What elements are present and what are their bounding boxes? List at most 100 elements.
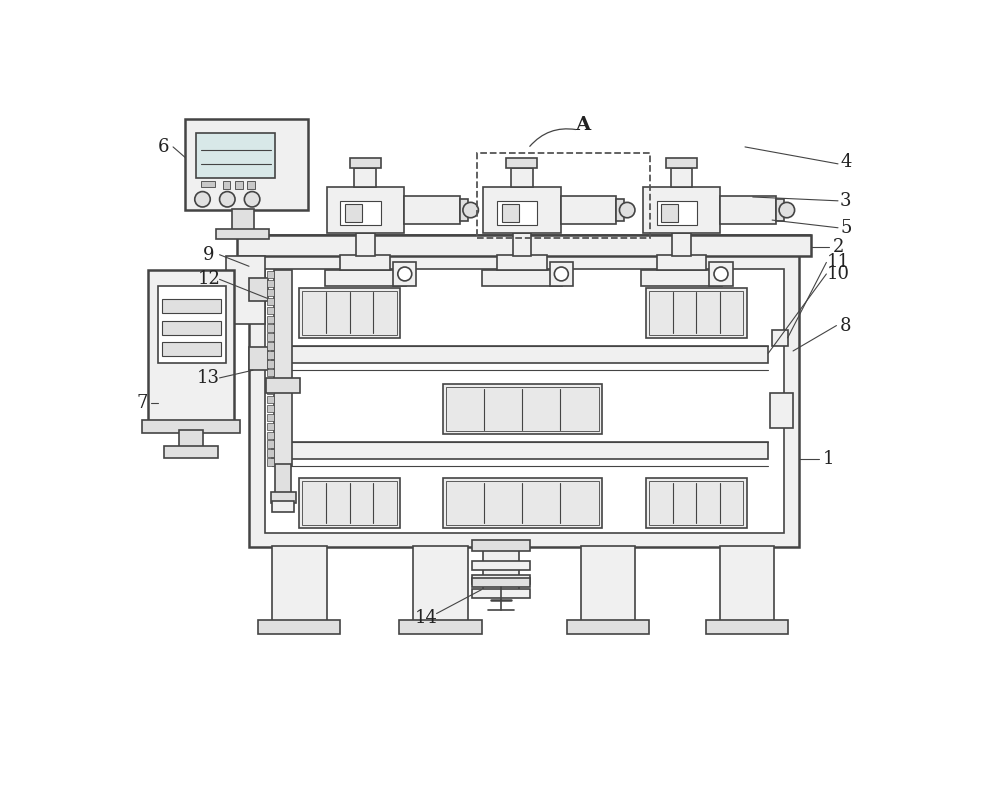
Circle shape	[554, 267, 568, 281]
Bar	[267, 432, 274, 439]
Bar	[460, 199, 468, 221]
Text: 14: 14	[414, 609, 437, 627]
Bar	[267, 271, 274, 278]
Bar	[561, 196, 616, 224]
Bar	[267, 315, 274, 323]
Bar	[671, 169, 692, 187]
Bar	[232, 209, 254, 232]
Text: 13: 13	[197, 369, 220, 387]
Bar	[350, 158, 381, 169]
Bar	[267, 307, 274, 314]
Text: A: A	[575, 117, 590, 135]
Bar	[148, 270, 234, 424]
Bar	[142, 419, 240, 433]
Bar	[443, 384, 602, 434]
Bar	[443, 478, 602, 528]
Bar	[661, 204, 678, 222]
Bar	[272, 442, 768, 459]
Text: 6: 6	[158, 138, 170, 156]
Circle shape	[714, 267, 728, 281]
Bar	[643, 187, 720, 233]
Bar	[267, 298, 274, 305]
Bar	[162, 299, 221, 314]
Bar	[649, 291, 743, 335]
Bar	[226, 256, 264, 324]
Bar	[399, 619, 482, 634]
Bar	[354, 169, 376, 187]
Bar	[162, 321, 221, 335]
Bar	[413, 546, 468, 624]
Text: 2: 2	[832, 238, 844, 256]
Bar	[776, 199, 784, 221]
Bar	[267, 396, 274, 403]
Bar	[267, 440, 274, 448]
Bar	[646, 288, 747, 338]
Bar	[472, 541, 530, 551]
Bar	[482, 270, 562, 285]
Bar	[267, 288, 274, 296]
Bar	[446, 481, 599, 525]
Bar	[267, 387, 274, 394]
Bar	[249, 348, 268, 370]
Bar	[179, 430, 202, 448]
Bar	[264, 269, 784, 533]
Bar	[158, 285, 226, 362]
Bar	[497, 201, 537, 225]
Bar	[502, 204, 519, 222]
Bar	[272, 546, 326, 624]
Bar	[646, 478, 747, 528]
Text: 12: 12	[197, 270, 220, 288]
Bar	[237, 235, 811, 256]
Bar	[720, 196, 776, 224]
Bar	[275, 464, 291, 493]
Bar	[164, 446, 218, 458]
Bar	[267, 405, 274, 412]
Bar	[356, 233, 375, 256]
Bar	[267, 378, 274, 385]
Bar	[511, 169, 533, 187]
Bar	[267, 280, 274, 287]
Bar	[345, 204, 362, 222]
Bar	[483, 544, 519, 597]
Bar	[271, 492, 296, 503]
Bar	[302, 481, 397, 525]
Bar	[267, 414, 274, 421]
Text: 7: 7	[136, 393, 148, 411]
Bar	[223, 180, 230, 188]
Bar	[249, 255, 799, 548]
Bar	[267, 422, 274, 430]
Bar	[581, 546, 635, 624]
Bar	[497, 255, 547, 270]
Bar	[567, 619, 649, 634]
Circle shape	[244, 191, 260, 207]
Bar	[772, 330, 788, 346]
Bar	[272, 346, 768, 362]
Bar	[274, 270, 292, 466]
Circle shape	[195, 191, 210, 207]
Bar	[340, 201, 381, 225]
Bar	[446, 387, 599, 431]
Bar	[512, 233, 531, 256]
Bar	[267, 360, 274, 367]
Bar	[267, 342, 274, 350]
Bar	[472, 561, 530, 571]
Bar	[483, 187, 561, 233]
Bar	[340, 255, 390, 270]
Bar	[162, 343, 221, 356]
Bar	[393, 262, 416, 285]
Bar	[267, 459, 274, 466]
Bar	[649, 481, 743, 525]
Bar	[709, 262, 733, 285]
Text: 1: 1	[823, 450, 834, 468]
Text: 8: 8	[840, 317, 852, 335]
Bar	[616, 199, 624, 221]
Text: 3: 3	[840, 191, 852, 210]
Bar	[666, 158, 697, 169]
Bar	[247, 180, 255, 188]
Bar	[326, 187, 404, 233]
Bar	[299, 478, 400, 528]
Bar	[258, 619, 340, 634]
Text: 10: 10	[826, 265, 850, 283]
Circle shape	[398, 267, 412, 281]
Bar	[641, 270, 722, 285]
